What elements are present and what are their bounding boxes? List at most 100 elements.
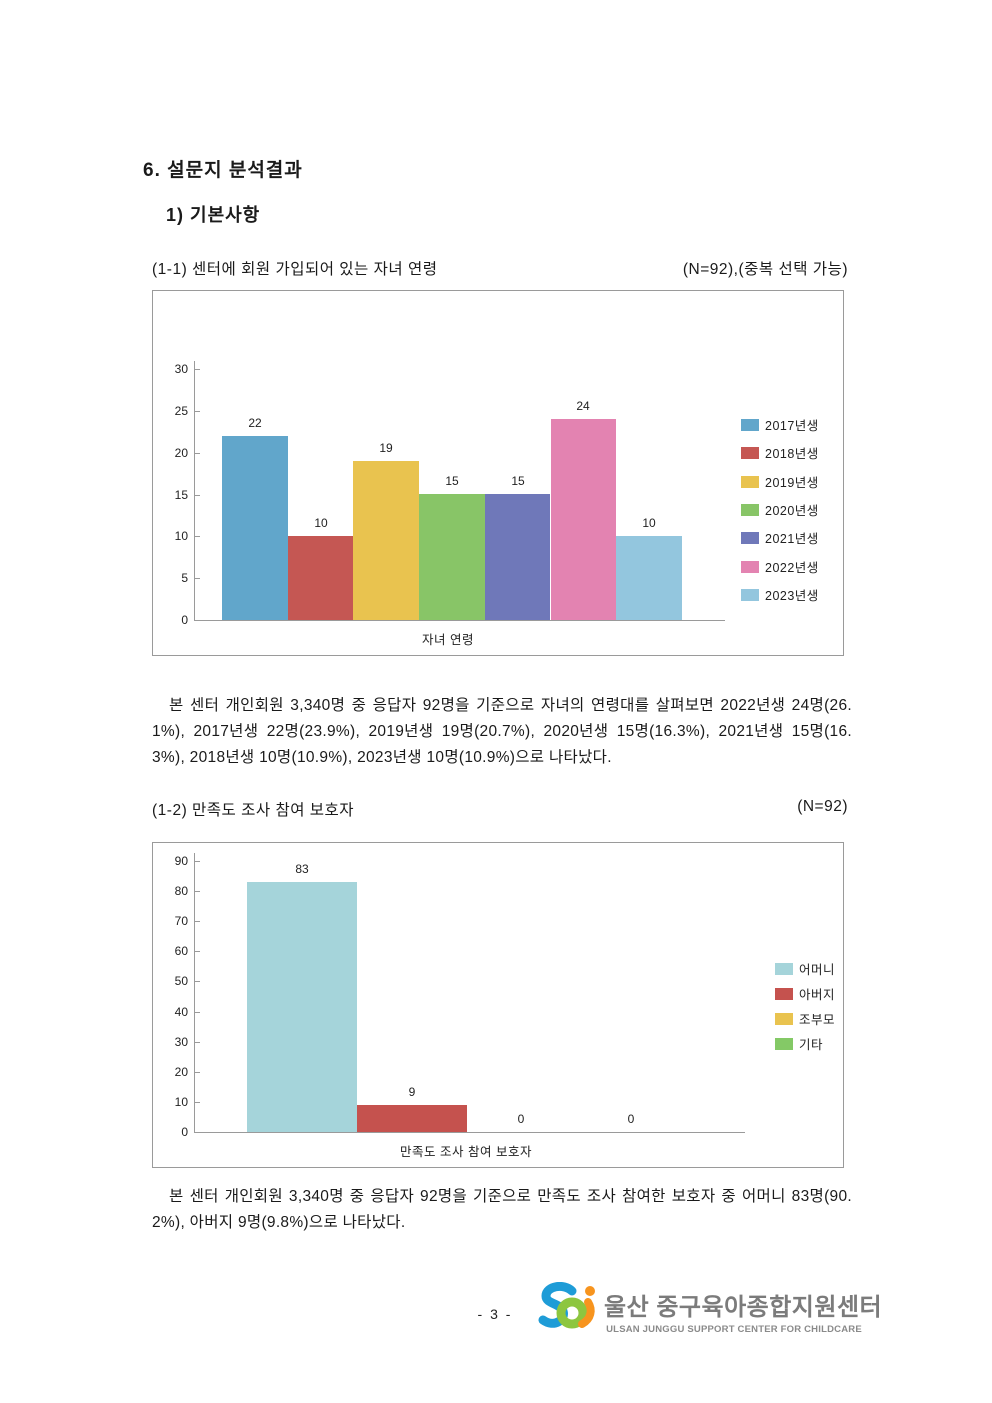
y-tick-label: 80	[174, 884, 188, 898]
y-tick-mark	[195, 891, 200, 892]
legend-swatch	[775, 1012, 793, 1025]
legend-swatch	[741, 475, 759, 488]
y-tick-label: 0	[181, 1125, 188, 1139]
legend-label: 2020년생	[765, 504, 819, 518]
bar-2022년생	[550, 419, 617, 620]
legend-label: 2022년생	[765, 561, 819, 575]
x-axis-title: 만족도 조사 참여 보호자	[400, 1145, 532, 1159]
legend-item: 2017년생	[741, 415, 819, 434]
y-tick-label: 10	[174, 1095, 188, 1109]
y-tick-mark	[195, 1102, 200, 1103]
center-name: 울산 중구육아종합지원센터	[604, 1294, 883, 1321]
bar-value-label: 0	[627, 1112, 635, 1126]
x-axis-line	[194, 620, 725, 621]
bar-2021년생	[484, 494, 551, 620]
question1-header: (1-1) 센터에 회원 가입되어 있는 자녀 연령 (N=92),(중복 선택…	[152, 257, 848, 279]
legend-item: 2023년생	[741, 585, 819, 604]
y-tick-mark	[195, 951, 200, 952]
y-tick-label: 60	[174, 944, 188, 958]
bar-아버지	[356, 1105, 467, 1132]
bar-value-label: 15	[445, 474, 459, 488]
y-tick-mark	[195, 1042, 200, 1043]
page-title: 6. 설문지 분석결과	[143, 160, 303, 181]
bar-2019년생	[353, 461, 420, 620]
legend-swatch	[775, 962, 793, 975]
legend-item: 2022년생	[741, 557, 819, 576]
center-logo-icon	[538, 1282, 595, 1329]
legend-item: 2020년생	[741, 500, 819, 519]
y-tick-label: 25	[174, 404, 188, 418]
y-axis-line	[194, 853, 195, 1132]
y-tick-mark	[195, 1012, 200, 1013]
y-tick-label: 20	[174, 1065, 188, 1079]
y-axis-line	[194, 361, 195, 620]
legend-swatch	[741, 418, 759, 431]
legend-item: 기타	[775, 1034, 823, 1053]
bar-2023년생	[616, 536, 682, 620]
y-tick-mark	[195, 495, 200, 496]
question2-label: (1-2) 만족도 조사 참여 보호자	[152, 802, 355, 819]
y-tick-label: 5	[181, 571, 188, 585]
bar-value-label: 9	[408, 1085, 416, 1099]
y-tick-mark	[195, 861, 200, 862]
legend-swatch	[775, 987, 793, 1000]
legend-item: 조부모	[775, 1009, 835, 1028]
bar-value-label: 19	[379, 441, 393, 455]
y-tick-mark	[195, 1072, 200, 1073]
section-title: 1) 기본사항	[166, 205, 261, 225]
legend-label: 2018년생	[765, 447, 819, 461]
bar-2018년생	[287, 536, 354, 620]
y-tick-label: 90	[174, 854, 188, 868]
legend-swatch	[741, 531, 759, 544]
y-tick-mark	[195, 921, 200, 922]
bar-value-label: 83	[295, 862, 309, 876]
legend-item: 2021년생	[741, 528, 819, 547]
legend-label: 조부모	[799, 1013, 836, 1027]
legend-label: 2017년생	[765, 419, 819, 433]
y-tick-label: 30	[174, 1035, 188, 1049]
y-tick-label: 0	[181, 613, 188, 627]
bar-value-label: 0	[517, 1112, 525, 1126]
legend-label: 기타	[799, 1038, 824, 1052]
legend-item: 2018년생	[741, 443, 819, 462]
bar-value-label: 22	[248, 416, 262, 430]
bar-value-label: 24	[576, 399, 590, 413]
legend-swatch	[775, 1037, 793, 1050]
y-tick-label: 40	[174, 1005, 188, 1019]
bar-2017년생	[222, 436, 288, 620]
y-tick-mark	[195, 369, 200, 370]
analysis-paragraph-2: 본 센터 개인회원 3,340명 중 응답자 92명을 기준으로 만족도 조사 …	[152, 1188, 852, 1231]
legend-swatch	[741, 503, 759, 516]
bar-value-label: 10	[314, 516, 328, 530]
y-tick-mark	[195, 411, 200, 412]
legend-item: 아버지	[775, 984, 835, 1003]
legend-label: 2023년생	[765, 589, 819, 603]
legend-label: 2021년생	[765, 532, 819, 546]
y-tick-mark	[195, 578, 200, 579]
y-tick-label: 15	[174, 488, 188, 502]
legend-swatch	[741, 588, 759, 601]
y-tick-label: 30	[174, 362, 188, 376]
chart-children-age: 0 5 10 15 20 25 30 22 10 19 15 15 24 10 자녀 연령 2017년생 201…	[152, 290, 844, 656]
y-tick-label: 20	[174, 446, 188, 460]
y-tick-label: 10	[174, 529, 188, 543]
bar-value-label: 10	[642, 516, 656, 530]
chart-survey-guardian: 0 10 20 30 40 50 60 70 80 90 83 9 0 0 만족도 조사 참여 보호자 어머니…	[152, 842, 844, 1168]
y-tick-label: 70	[174, 914, 188, 928]
y-tick-mark	[195, 981, 200, 982]
question2-note: (N=92)	[797, 798, 848, 815]
legend-item: 어머니	[775, 959, 835, 978]
legend-label: 2019년생	[765, 476, 819, 490]
question1-label: (1-1) 센터에 회원 가입되어 있는 자녀 연령	[152, 261, 438, 278]
y-tick-label: 50	[174, 974, 188, 988]
x-axis-line	[194, 1132, 745, 1133]
y-tick-mark	[195, 453, 200, 454]
center-logo-text: 울산 중구육아종합지원센터 ULSAN JUNGGU SUPPORT CENTE…	[604, 1287, 883, 1335]
center-name-english: ULSAN JUNGGU SUPPORT CENTER FOR CHILDCAR…	[606, 1324, 862, 1335]
legend-label: 아버지	[799, 988, 836, 1002]
bar-어머니	[247, 882, 357, 1132]
bar-value-label: 15	[511, 474, 525, 488]
bar-2020년생	[419, 494, 485, 620]
analysis-paragraph-1: 본 센터 개인회원 3,340명 중 응답자 92명을 기준으로 자녀의 연령대…	[152, 697, 852, 766]
